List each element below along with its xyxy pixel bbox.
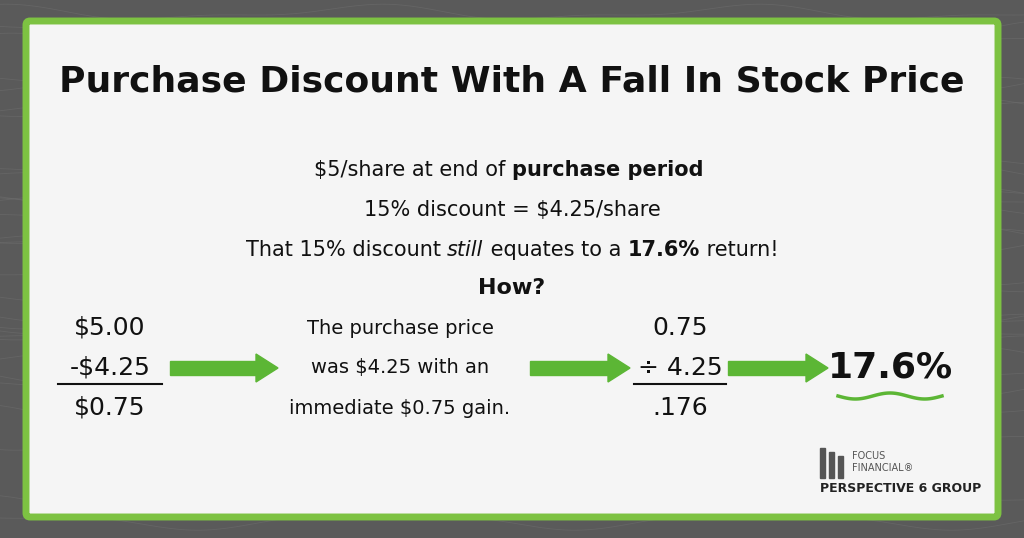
Text: PERSPECTIVE 6 GROUP: PERSPECTIVE 6 GROUP bbox=[820, 482, 981, 494]
Text: purchase period: purchase period bbox=[512, 160, 703, 180]
Polygon shape bbox=[256, 354, 278, 382]
Text: FINANCIAL®: FINANCIAL® bbox=[852, 463, 913, 473]
Text: return!: return! bbox=[699, 240, 778, 260]
Text: immediate $0.75 gain.: immediate $0.75 gain. bbox=[290, 399, 511, 417]
Bar bbox=[838, 456, 843, 478]
Bar bbox=[530, 361, 608, 375]
Polygon shape bbox=[806, 354, 828, 382]
FancyBboxPatch shape bbox=[26, 21, 998, 517]
Text: equates to a: equates to a bbox=[483, 240, 628, 260]
Text: How?: How? bbox=[478, 278, 546, 298]
Text: ÷ 4.25: ÷ 4.25 bbox=[638, 356, 722, 380]
Text: $5.00: $5.00 bbox=[75, 316, 145, 340]
Text: Purchase Discount With A Fall In Stock Price: Purchase Discount With A Fall In Stock P… bbox=[59, 65, 965, 99]
Bar bbox=[170, 361, 256, 375]
Text: 17.6%: 17.6% bbox=[628, 240, 699, 260]
Text: .176: .176 bbox=[652, 396, 708, 420]
Text: 0.75: 0.75 bbox=[652, 316, 708, 340]
Text: was $4.25 with an: was $4.25 with an bbox=[311, 358, 489, 378]
Text: FOCUS: FOCUS bbox=[852, 451, 886, 461]
Text: That 15% discount: That 15% discount bbox=[246, 240, 447, 260]
Text: 17.6%: 17.6% bbox=[827, 351, 952, 385]
Text: -$4.25: -$4.25 bbox=[70, 356, 151, 380]
Text: $5/share at end of: $5/share at end of bbox=[314, 160, 512, 180]
Bar bbox=[820, 448, 825, 478]
Text: $0.75: $0.75 bbox=[75, 396, 145, 420]
Text: 15% discount = $4.25/share: 15% discount = $4.25/share bbox=[364, 200, 660, 220]
Text: still: still bbox=[447, 240, 483, 260]
Bar bbox=[728, 361, 806, 375]
Bar bbox=[829, 452, 834, 478]
Polygon shape bbox=[608, 354, 630, 382]
Text: The purchase price: The purchase price bbox=[306, 318, 494, 337]
